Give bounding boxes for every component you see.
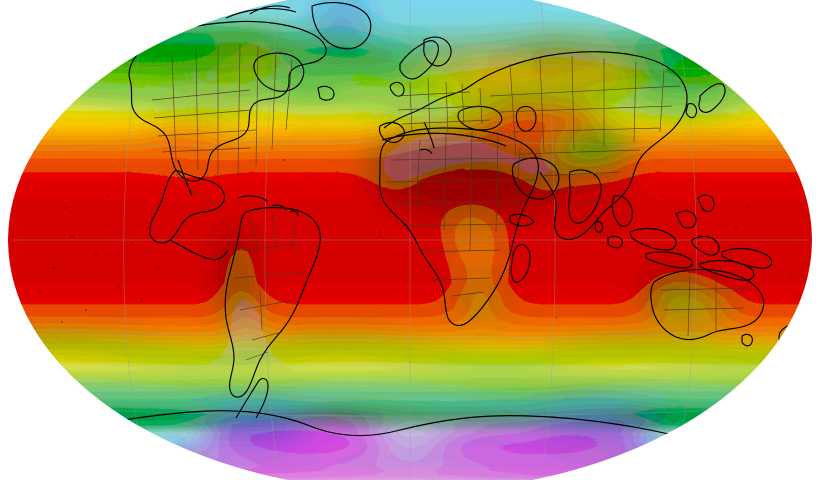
- political-border-layer: [151, 43, 753, 361]
- coastline-asia: [469, 51, 688, 241]
- coastline-tasmania: [741, 333, 753, 347]
- coastline-canadian-arctic: [225, 5, 297, 19]
- coastline-sri-lanka: [594, 220, 604, 233]
- coastline-greenland: [311, 2, 372, 50]
- coastline-layer: [9, 2, 812, 480]
- coastline-us-gulf-mexico: [149, 169, 225, 244]
- coastline-horn-of-africa: [509, 213, 535, 227]
- coastline-south-america: [224, 206, 321, 398]
- coastline-mediterranean: [381, 132, 507, 147]
- coastline-indochina: [611, 195, 633, 227]
- coastline-newfoundland: [317, 85, 335, 101]
- coastline-india: [568, 169, 602, 224]
- coastline-scandinavia: [423, 36, 452, 67]
- coastline-japan: [698, 83, 726, 113]
- coastline-baja: [177, 159, 193, 197]
- coastline-north-america: [128, 20, 327, 182]
- coastline-new-guinea-png: [721, 247, 773, 269]
- graticule-layer: [12, 0, 808, 480]
- coastline-madagascar: [510, 244, 531, 283]
- coastline-caribbean-islands: [237, 195, 299, 217]
- coastline-hudson-bay: [253, 52, 305, 92]
- coastline-korea: [685, 103, 698, 119]
- coastline-black-sea: [457, 105, 503, 131]
- coastline-iberia: [378, 121, 405, 143]
- coastline-central-america: [169, 239, 229, 261]
- coastline-caspian: [515, 105, 537, 132]
- coastline-africa: [379, 127, 539, 327]
- coastline-antarctic-peninsula: [235, 377, 269, 419]
- coastline-indonesia-archipelago: [607, 194, 755, 281]
- raster-speckle: [39, 159, 791, 323]
- coastline-australia: [650, 268, 765, 341]
- coastline-arabia: [511, 157, 560, 200]
